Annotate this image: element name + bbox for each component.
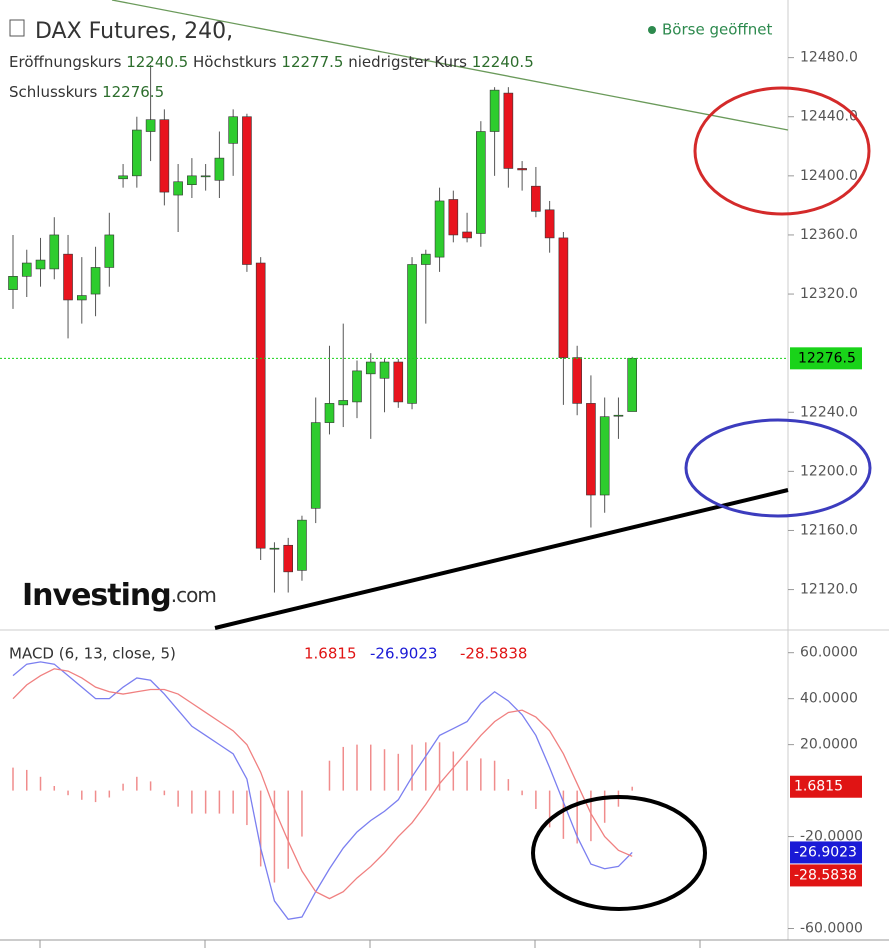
ohlc-value: 12240.5 — [472, 53, 534, 71]
ohlc-label: Schlusskurs 12276.5 — [9, 83, 164, 101]
candle-body — [599, 416, 610, 496]
highlight-ellipse — [684, 418, 872, 518]
indicator-value: -28.5838 — [460, 645, 527, 663]
y-tick-label: 12320.0 — [800, 286, 858, 302]
ohlc-value: 12240.5 — [126, 53, 188, 71]
axis-value-label: 1.6815 — [794, 779, 843, 795]
y-tick-label: -20.0000 — [800, 829, 863, 845]
y-tick-label: 20.0000 — [800, 737, 858, 753]
candle-body — [173, 181, 183, 196]
y-tick-label: 60.0000 — [800, 645, 858, 661]
market-status: Börse geöffnet — [662, 21, 772, 39]
logo-brand: Investing — [22, 578, 171, 613]
candle-body — [365, 361, 376, 375]
candle-body — [586, 403, 596, 496]
axis-value-box — [790, 864, 862, 887]
candle-body — [531, 185, 541, 212]
time-ticks — [39, 940, 701, 948]
highlight-ellipse — [531, 795, 707, 911]
y-tick-label: 12160.0 — [800, 522, 858, 538]
candle-body — [214, 157, 225, 181]
candle-body — [476, 131, 486, 234]
candle-body — [558, 237, 569, 358]
candle-body — [420, 253, 431, 265]
candle-body — [77, 295, 87, 301]
candle-body — [310, 422, 321, 509]
indicator-value: -26.9023 — [370, 645, 437, 663]
candle-body — [21, 262, 32, 277]
candle-body — [200, 175, 211, 178]
candle-body — [462, 231, 472, 239]
candle-body — [517, 168, 527, 171]
candle-body — [8, 276, 18, 290]
last-price-label: 12276.5 — [798, 350, 856, 366]
candle-body — [434, 200, 445, 258]
trend-line — [111, 0, 789, 131]
collapse-icon[interactable] — [9, 19, 25, 37]
logo-suffix: .com — [171, 583, 216, 607]
candle-body — [63, 253, 73, 301]
y-tick-label: 12400.0 — [800, 168, 858, 184]
y-tick-label: 40.0000 — [800, 691, 858, 707]
ohlc-label: Eröffnungskurs — [9, 53, 122, 71]
candle-body — [255, 262, 266, 549]
candle-body — [448, 199, 459, 236]
ohlc-label: Eröffnungskurs 12240.5 Höchstkurs 12277.… — [9, 53, 534, 71]
last-price-box — [790, 347, 862, 370]
candle-body — [49, 234, 60, 270]
candle-body — [544, 209, 555, 239]
candle-body — [118, 175, 128, 180]
y-tick-label: -60.0000 — [800, 921, 863, 937]
logo: Investing.com — [22, 578, 216, 613]
axis-value-label: -28.5838 — [794, 867, 857, 883]
y-tick-label: 12440.0 — [800, 109, 858, 125]
ohlc-label: niedrigster Kurs — [348, 53, 467, 71]
candle-body — [283, 544, 294, 573]
axis-value-label: -26.9023 — [794, 844, 857, 860]
candle-body — [242, 116, 252, 265]
candle-body — [187, 175, 197, 186]
ohlc-label: Schlusskurs — [9, 83, 97, 101]
candle-body — [104, 234, 115, 268]
status-dot — [648, 26, 656, 34]
indicator-value: 1.6815 — [304, 645, 357, 663]
plot: 12120.0 12160.0 12200.0 12240.0 12320.0 12360… — [0, 50, 863, 937]
candle-body — [132, 129, 142, 177]
axis-value-box — [790, 775, 862, 798]
candle-body — [627, 358, 638, 412]
ohlc-label: Höchstkurs — [193, 53, 277, 71]
ohlc-value: 12277.5 — [281, 53, 343, 71]
y-tick-label: 12120.0 — [800, 582, 858, 598]
candle-body — [269, 547, 280, 550]
candle-body — [145, 119, 156, 132]
y-tick-label: 12360.0 — [800, 227, 858, 243]
y-tick-label: 12240.0 — [800, 404, 858, 420]
candle-body — [352, 370, 362, 403]
candle-body — [228, 116, 238, 144]
trend-line — [214, 488, 789, 630]
candle-body — [324, 403, 335, 423]
candle-body — [407, 264, 417, 404]
y-tick-label: 12200.0 — [800, 463, 858, 479]
y-tick-label: 12480.0 — [800, 50, 858, 66]
candle-body — [90, 267, 101, 295]
chart-title: DAX Futures, 240, — [35, 19, 233, 44]
candle-body — [613, 414, 624, 417]
candle-body — [393, 361, 404, 403]
indicator-title: MACD (6, 13, close, 5) — [9, 645, 176, 663]
candle-body — [379, 361, 390, 379]
candle-body — [503, 92, 514, 169]
candle-body — [338, 400, 349, 406]
highlight-ellipse — [693, 86, 871, 216]
candle-body — [35, 259, 46, 270]
macd-line — [12, 668, 633, 900]
candle-body — [572, 357, 582, 404]
axis-value-box — [790, 841, 862, 864]
candle-body — [489, 89, 500, 132]
candle-body — [159, 119, 170, 193]
candle-body — [297, 519, 307, 571]
ohlc-value: 12276.5 — [102, 83, 164, 101]
